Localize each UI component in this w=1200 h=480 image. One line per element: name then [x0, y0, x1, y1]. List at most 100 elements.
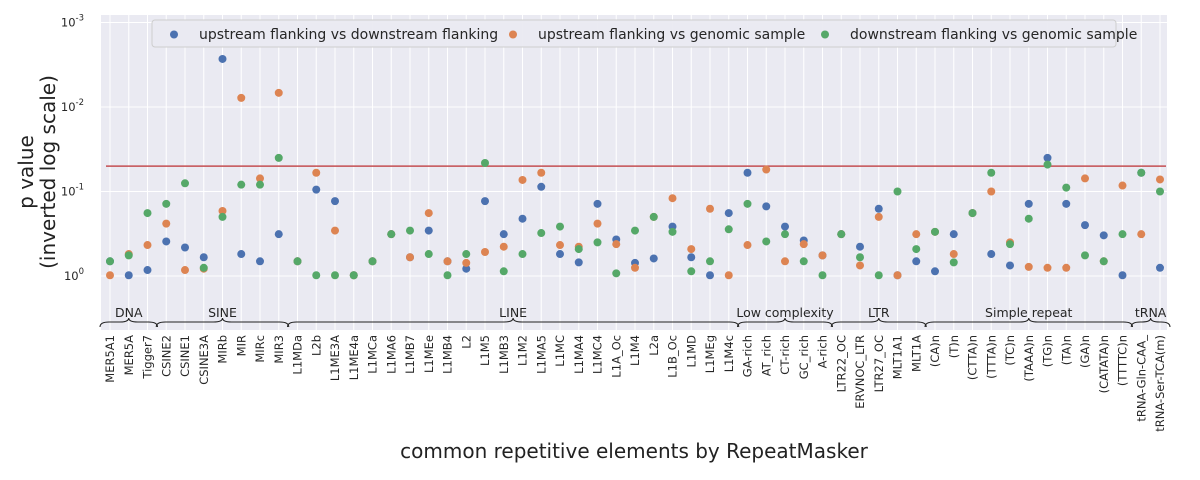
- point-series1-L1MB3: [499, 230, 508, 239]
- point-series1-CSINE3A: [199, 253, 208, 262]
- x-tick-label: LTR27_OC: [872, 335, 886, 392]
- point-series2-L1B_Oc: [668, 194, 677, 203]
- point-series3-L1B_Oc: [668, 227, 677, 236]
- x-tick-label: L1MEe: [422, 335, 436, 373]
- point-series3-L1MC4: [593, 238, 602, 247]
- x-tick-label: Tigger7: [141, 335, 155, 380]
- x-tick-label: (T)n: [947, 335, 961, 358]
- point-series1-CT-rich: [781, 222, 789, 231]
- group-brace: [286, 317, 740, 328]
- group-brace: [1130, 317, 1171, 328]
- point-series3-L1MEg: [706, 257, 714, 266]
- point-series2-L1M5: [481, 248, 489, 257]
- point-series1-L1MEg: [706, 271, 714, 280]
- point-series3-L1ME3A: [331, 271, 339, 280]
- point-series3-L1ME4a: [349, 271, 358, 280]
- point-series2-MIRc: [256, 174, 264, 183]
- y-tick-base: 10: [61, 16, 76, 30]
- point-series3-L2: [462, 250, 471, 259]
- x-tick-label: GC_rich: [797, 335, 811, 379]
- point-series2-CSINE1: [181, 266, 189, 275]
- point-series1-(CA)n: [931, 267, 939, 276]
- point-series2-L1ME3A: [331, 226, 339, 235]
- point-series2-GC_rich: [799, 240, 808, 249]
- x-tick-labels: MER5A1 MER5A Tigger7 CSINE2 CSINE1 CSINE3A MIR…: [103, 335, 1167, 432]
- point-series3-(TA)n: [1062, 183, 1071, 192]
- point-series1-(TA)n: [1062, 199, 1071, 208]
- point-series2-L1A_Oc: [612, 240, 621, 249]
- point-series2-L2b: [312, 168, 321, 177]
- x-tick-label: (TTTA)n: [984, 335, 998, 379]
- point-series3-L2a: [649, 212, 658, 221]
- point-series1-MIRb: [218, 54, 227, 63]
- point-series2-L1MB3: [499, 242, 508, 251]
- group-label: LTR: [868, 305, 890, 320]
- x-tick-label: CSINE2: [159, 335, 173, 377]
- legend-marker-1: [170, 30, 178, 39]
- point-series2-GA-rich: [743, 241, 752, 250]
- point-series2-(T)n: [949, 250, 958, 259]
- point-series1-(TAAA)n: [1024, 199, 1033, 208]
- x-tick-label: AT_rich: [759, 335, 773, 376]
- plot-background: [101, 15, 1167, 330]
- y-tick-label: 10-1: [61, 183, 84, 199]
- group-label: Simple repeat: [985, 305, 1072, 320]
- legend-box: [151, 19, 1117, 48]
- y-tick-base: 10: [61, 100, 76, 114]
- point-series3-MLT1A: [912, 245, 921, 254]
- point-series3-MER5A: [124, 251, 133, 260]
- point-series3-L1MA6: [387, 230, 396, 239]
- group-brace: [736, 317, 834, 328]
- y-tick-label: 10-2: [61, 98, 84, 114]
- group-brace: [924, 317, 1134, 328]
- point-series1-AT_rich: [762, 202, 771, 211]
- point-series2-L1M2: [518, 175, 527, 184]
- point-series2-CSINE2: [162, 219, 171, 228]
- point-series1-L1MA4: [574, 258, 583, 267]
- point-series3-L1MDa: [293, 257, 302, 266]
- x-tick-label: (TA)n: [1059, 335, 1073, 365]
- point-series1-(TC)n: [1006, 261, 1014, 270]
- group-label: SINE: [208, 305, 237, 320]
- x-tick-label: (TC)n: [1003, 335, 1017, 366]
- data-points: [106, 54, 1164, 280]
- point-series3-(CA)n: [931, 227, 939, 236]
- point-series2-(TG)n: [1043, 263, 1052, 272]
- x-tick-label: MLT1A: [909, 335, 923, 372]
- point-series2-(TA)n: [1062, 263, 1071, 272]
- point-series1-Tigger7: [143, 266, 152, 275]
- point-series3-L1M5: [481, 159, 489, 168]
- point-series3-(TC)n: [1006, 240, 1014, 249]
- point-series3-L1MA5: [537, 229, 546, 238]
- point-series1-L1M5: [481, 197, 489, 206]
- group-brace: [155, 317, 290, 328]
- point-series3-A-rich: [818, 271, 827, 280]
- point-series2-MLT1A: [912, 230, 921, 239]
- point-series3-(CTTA)n: [968, 209, 977, 218]
- point-series3-CSINE3A: [199, 263, 208, 272]
- x-tick-label: L1B_Oc: [666, 335, 680, 378]
- y-tick-exponent: 0: [79, 267, 84, 277]
- y-axis-title-line1: p value: [14, 135, 38, 209]
- point-series3-L1MB7: [406, 226, 414, 235]
- point-series3-L1MD: [687, 267, 696, 276]
- y-tick-label: 100: [64, 267, 84, 283]
- point-series2-L1MC4: [593, 219, 602, 228]
- point-series2-MIR3: [274, 88, 283, 97]
- point-series2-L1MB4: [443, 257, 452, 266]
- x-tick-label: L1MA4: [572, 335, 586, 374]
- x-tick-label: CSINE3A: [197, 335, 211, 385]
- point-series3-tRNA-Ser-TCA(m): [1156, 187, 1164, 196]
- x-tick-label: (CA)n: [928, 335, 942, 367]
- point-series2-L1MC: [556, 241, 564, 250]
- group-brace: [830, 317, 927, 328]
- point-series3-L1MC: [556, 222, 564, 231]
- x-tick-label: A-rich: [816, 335, 830, 368]
- y-tick-base: 10: [64, 269, 79, 283]
- x-tick-label: L1MA6: [384, 335, 398, 374]
- point-series2-ERVNOC_LTR: [856, 261, 864, 270]
- x-tick-label: L2: [459, 335, 473, 349]
- x-tick-label: L1MC4: [591, 335, 605, 374]
- point-series1-L1MEe: [424, 226, 433, 235]
